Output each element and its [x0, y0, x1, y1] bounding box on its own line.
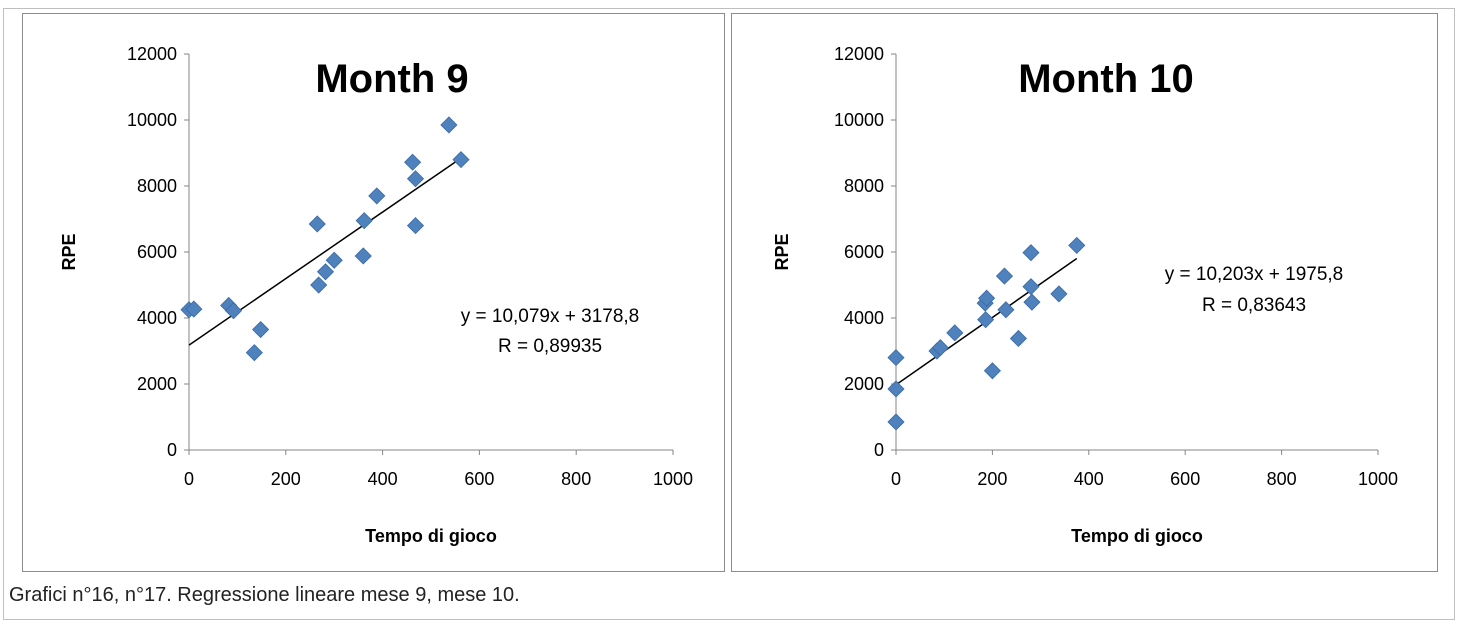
figure-frame [3, 8, 1455, 620]
data-point [1023, 293, 1041, 311]
chart-title: Month 9 [315, 57, 468, 101]
trendline [188, 157, 462, 346]
data-point [325, 251, 343, 269]
data-point [1022, 278, 1040, 296]
data-point [995, 267, 1014, 285]
x-tick-label: 0 [891, 469, 901, 489]
correlation-label: R = 0,89935 [498, 336, 602, 357]
x-axis-label: Tempo di gioco [1071, 526, 1203, 546]
figure-caption: Grafici n°16, n°17. Regressione lineare … [9, 584, 520, 606]
data-point [252, 320, 270, 339]
x-tick-label: 400 [368, 469, 398, 489]
scatter-chart-month-9: 0 2000 4000 6000 8000 10000 12000 0 200 400 600 800… [59, 44, 693, 546]
y-tick-label: 2000 [137, 374, 177, 394]
x-axis-label: Tempo di gioco [365, 526, 497, 546]
data-point [224, 302, 243, 320]
y-tick-label: 8000 [137, 176, 177, 196]
data-point [368, 187, 386, 205]
y-tick-label: 6000 [137, 242, 177, 262]
x-tick-label: 800 [561, 469, 591, 489]
data-point [997, 301, 1015, 319]
data-point [978, 289, 996, 307]
y-tick-label: 4000 [844, 308, 884, 328]
y-axis-label: RPE [772, 233, 792, 270]
data-point [977, 311, 995, 329]
data-point [887, 349, 905, 367]
x-tick-label: 200 [977, 469, 1007, 489]
x-tick-label: 0 [184, 469, 194, 489]
y-tick-label: 8000 [844, 176, 884, 196]
x-tick-label: 600 [1170, 469, 1200, 489]
data-point [308, 215, 326, 233]
x-tick-label: 200 [271, 469, 301, 489]
y-tick-label: 0 [874, 440, 884, 460]
data-point [310, 276, 328, 294]
y-tick-label: 6000 [844, 242, 884, 262]
data-point [245, 344, 263, 362]
chart-panel-month-10: 0 2000 4000 6000 8000 10000 12000 0 200 400 600 800… [731, 13, 1438, 572]
data-point [404, 153, 422, 171]
data-point [1009, 329, 1027, 348]
y-tick-label: 4000 [137, 308, 177, 328]
x-tick-label: 1000 [1358, 469, 1398, 489]
y-tick-label: 10000 [127, 110, 177, 130]
data-point [1068, 236, 1086, 254]
x-tick-label: 400 [1074, 469, 1104, 489]
scatter-chart-month-10: 0 2000 4000 6000 8000 10000 12000 0 200 400 600 800… [772, 44, 1398, 546]
data-point [406, 170, 425, 188]
data-point [316, 263, 335, 281]
data-point [355, 212, 373, 230]
data-point [946, 324, 964, 342]
data-point [185, 300, 203, 318]
trendline-equation: y = 10,203x + 1975,8 [1165, 264, 1344, 285]
chart-panel-month-9: 0 2000 4000 6000 8000 10000 12000 0 200 400 600 800… [22, 13, 725, 572]
data-point [887, 413, 905, 431]
y-tick-label: 10000 [834, 110, 884, 130]
data-point [983, 362, 1001, 380]
x-tick-label: 800 [1267, 469, 1297, 489]
correlation-label: R = 0,83643 [1202, 295, 1306, 316]
y-tick-label: 12000 [834, 44, 884, 64]
data-point [440, 116, 458, 134]
data-point [406, 217, 425, 235]
data-point [452, 151, 470, 169]
data-point [887, 380, 905, 398]
y-tick-label: 2000 [844, 374, 884, 394]
chart-title: Month 10 [1018, 57, 1194, 101]
y-tick-label: 12000 [127, 44, 177, 64]
data-point [354, 247, 372, 265]
data-point [931, 339, 949, 357]
y-tick-label: 0 [167, 440, 177, 460]
x-tick-label: 600 [464, 469, 494, 489]
x-tick-label: 1000 [653, 469, 693, 489]
data-point [1050, 285, 1068, 303]
data-point [1022, 244, 1040, 262]
y-axis-label: RPE [59, 233, 79, 270]
trendline-equation: y = 10,079x + 3178,8 [461, 306, 640, 327]
